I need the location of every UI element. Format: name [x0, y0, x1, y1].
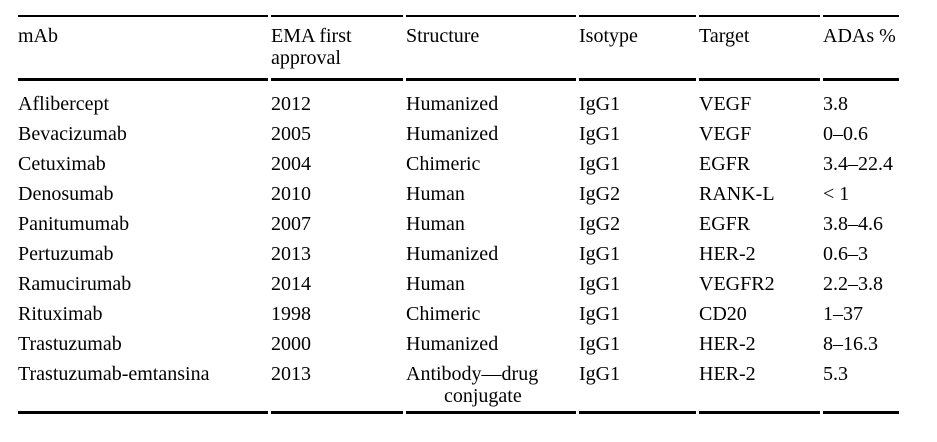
cell-isotype: IgG1: [579, 273, 621, 295]
table-row: Cetuximab 2004 Chimeric IgG1 EGFR 3.4–22…: [18, 149, 899, 179]
cell-isotype: IgG1: [579, 359, 696, 414]
cell-adas: < 1: [823, 183, 850, 205]
cell-adas: 3.4–22.4: [823, 153, 893, 175]
cell-mab: Bevacizumab: [18, 123, 127, 145]
cell-structure: Humanized: [406, 333, 499, 355]
cell-isotype: IgG1: [579, 303, 621, 325]
table-header: mAb EMA first approval Structure Isotype…: [18, 15, 899, 81]
cell-target: HER-2: [699, 359, 820, 414]
paper-page: mAb EMA first approval Structure Isotype…: [0, 15, 937, 442]
table-row: Denosumab 2010 Human IgG2 RANK-L < 1: [18, 179, 899, 209]
cell-target: RANK-L: [699, 183, 775, 205]
cell-approval: 2000: [271, 333, 311, 355]
cell-approval: 2013: [271, 359, 403, 414]
cell-target: EGFR: [699, 213, 751, 235]
cell-adas: 3.8: [823, 93, 848, 115]
column-header-approval: EMA first approval: [271, 15, 403, 81]
cell-mab: Rituximab: [18, 303, 103, 325]
cell-approval: 2014: [271, 273, 311, 295]
cell-approval: 2013: [271, 243, 311, 265]
cell-isotype: IgG1: [579, 123, 621, 145]
table-row: Panitumumab 2007 Human IgG2 EGFR 3.8–4.6: [18, 209, 899, 239]
cell-approval: 2007: [271, 213, 311, 235]
cell-isotype: IgG2: [579, 213, 621, 235]
cell-mab: Trastuzumab-emtansina: [18, 359, 268, 414]
cell-isotype: IgG1: [579, 153, 621, 175]
mab-table: mAb EMA first approval Structure Isotype…: [15, 15, 902, 414]
table-row: Ramucirumab 2014 Human IgG1 VEGFR2 2.2–3…: [18, 269, 899, 299]
cell-adas: 1–37: [823, 303, 863, 325]
cell-target: VEGF: [699, 123, 752, 145]
cell-target: VEGFR2: [699, 273, 775, 295]
cell-target: VEGF: [699, 93, 752, 115]
table-row: Aflibercept 2012 Humanized IgG1 VEGF 3.8: [18, 81, 899, 119]
cell-adas: 0–0.6: [823, 123, 868, 145]
cell-mab: Ramucirumab: [18, 273, 132, 295]
table-body: Aflibercept 2012 Humanized IgG1 VEGF 3.8…: [18, 81, 899, 414]
cell-mab: Denosumab: [18, 183, 114, 205]
cell-structure: Antibody—drug conjugate: [406, 359, 576, 414]
cell-isotype: IgG1: [579, 333, 621, 355]
column-header-target: Target: [699, 15, 820, 81]
cell-mab: Panitumumab: [18, 213, 130, 235]
table-row: Trastuzumab-emtansina 2013 Antibody—drug…: [18, 359, 899, 414]
cell-mab: Trastuzumab: [18, 333, 122, 355]
cell-mab: Cetuximab: [18, 153, 106, 175]
cell-isotype: IgG1: [579, 243, 621, 265]
cell-structure: Humanized: [406, 243, 499, 265]
cell-approval: 2010: [271, 183, 311, 205]
cell-approval: 2005: [271, 123, 311, 145]
cell-isotype: IgG2: [579, 183, 621, 205]
cell-structure: Human: [406, 273, 465, 295]
cell-target: HER-2: [699, 333, 756, 355]
header-row: mAb EMA first approval Structure Isotype…: [18, 15, 899, 81]
cell-isotype: IgG1: [579, 93, 621, 115]
column-header-structure: Structure: [406, 15, 576, 81]
column-header-adas: ADAs %: [823, 15, 899, 81]
cell-adas: 5.3: [823, 359, 899, 414]
table-row: Bevacizumab 2005 Humanized IgG1 VEGF 0–0…: [18, 119, 899, 149]
cell-mab: Pertuzumab: [18, 243, 114, 265]
cell-mab: Aflibercept: [18, 93, 110, 115]
table-row: Pertuzumab 2013 Humanized IgG1 HER-2 0.6…: [18, 239, 899, 269]
cell-adas: 2.2–3.8: [823, 273, 883, 295]
cell-target: EGFR: [699, 153, 751, 175]
cell-adas: 8–16.3: [823, 333, 878, 355]
table-row: Rituximab 1998 Chimeric IgG1 CD20 1–37: [18, 299, 899, 329]
cell-target: HER-2: [699, 243, 756, 265]
cell-adas: 3.8–4.6: [823, 213, 883, 235]
cell-structure: Humanized: [406, 93, 499, 115]
cell-structure: Human: [406, 183, 465, 205]
cell-approval: 1998: [271, 303, 311, 325]
column-header-mab: mAb: [18, 15, 268, 81]
cell-approval: 2004: [271, 153, 311, 175]
cell-adas: 0.6–3: [823, 243, 868, 265]
cell-structure: Humanized: [406, 123, 499, 145]
cell-target: CD20: [699, 303, 747, 325]
cell-approval: 2012: [271, 93, 311, 115]
cell-structure: Human: [406, 213, 465, 235]
table-row: Trastuzumab 2000 Humanized IgG1 HER-2 8–…: [18, 329, 899, 359]
column-header-isotype: Isotype: [579, 15, 696, 81]
cell-structure: Chimeric: [406, 153, 481, 175]
cell-structure: Chimeric: [406, 303, 481, 325]
